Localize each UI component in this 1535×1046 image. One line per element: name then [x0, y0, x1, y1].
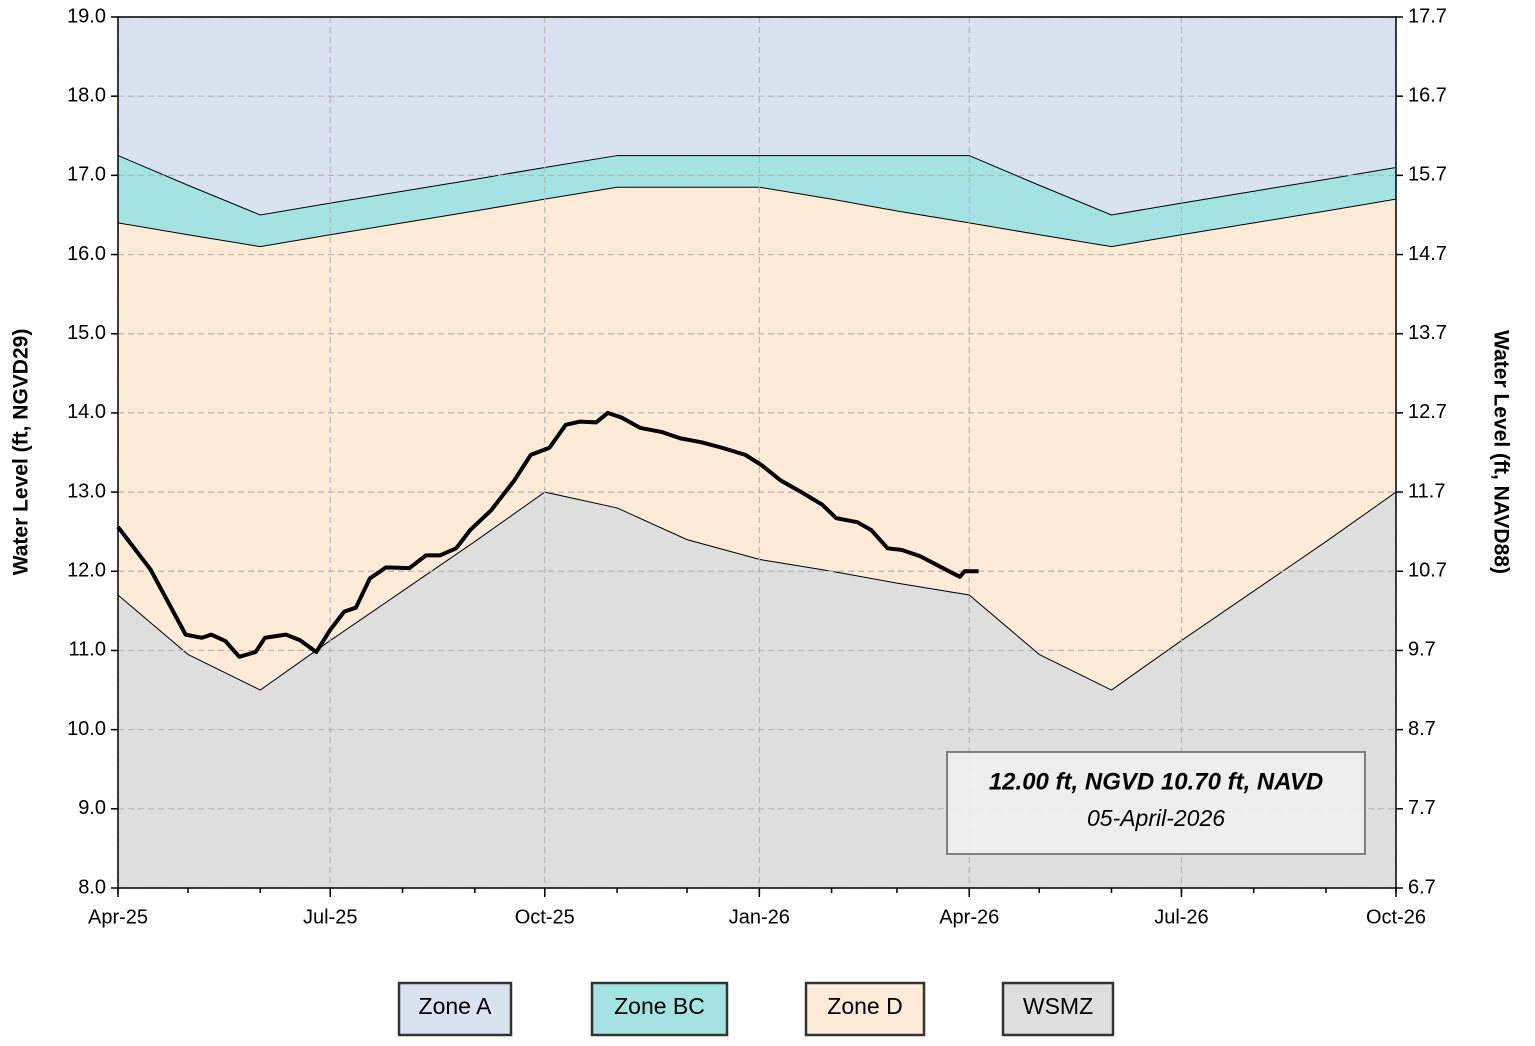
y2-tick-label: 10.7 — [1408, 560, 1447, 582]
y2-tick-label: 13.7 — [1408, 322, 1447, 344]
legend-label: Zone A — [419, 993, 493, 1019]
y-tick-label: 12.0 — [67, 560, 106, 582]
y-tick-label: 8.0 — [78, 876, 106, 898]
legend-label: WSMZ — [1023, 993, 1093, 1019]
legend-swatch — [397, 981, 513, 1037]
x-tick-label: Apr-25 — [88, 906, 148, 928]
zone-boundary — [117, 155, 1397, 216]
legend-label: Zone BC — [614, 993, 705, 1019]
annotation-value: 12.00 ft, NGVD 10.70 ft, NAVD — [989, 768, 1323, 795]
y-axis-label: Water Level (ft, NGVD29) — [10, 329, 33, 576]
y-tick-label: 17.0 — [67, 164, 106, 186]
x-tick-label: Oct-26 — [1366, 906, 1426, 928]
y-tick-label: 9.0 — [78, 797, 106, 819]
y2-tick-label: 14.7 — [1408, 243, 1447, 265]
y-tick-label: 15.0 — [67, 322, 106, 344]
x-tick-label: Jan-26 — [729, 906, 790, 928]
y2-tick-label: 6.7 — [1408, 876, 1436, 898]
annotation-date: 05-April-2026 — [1087, 805, 1225, 831]
x-tick-label: Apr-26 — [939, 906, 999, 928]
y-tick-label: 10.0 — [67, 718, 106, 740]
y2-tick-label: 11.7 — [1408, 480, 1445, 502]
legend-swatch — [590, 981, 729, 1037]
y2-tick-label: 7.7 — [1408, 797, 1436, 819]
y2-tick-label: 8.7 — [1408, 718, 1436, 740]
water-level-line — [116, 410, 979, 659]
y2-tick-label: 17.7 — [1408, 5, 1447, 27]
legend-label: Zone D — [827, 993, 902, 1019]
y2-tick-label: 16.7 — [1408, 84, 1447, 106]
x-tick-label: Jul-26 — [1154, 906, 1208, 928]
y-tick-label: 16.0 — [67, 243, 106, 265]
annotation-box — [946, 751, 1366, 855]
plot-frame — [117, 16, 1397, 889]
y2-tick-label: 15.7 — [1408, 164, 1447, 186]
legend-swatch — [804, 981, 926, 1037]
y-tick-label: 11.0 — [69, 639, 106, 661]
y2-axis-label: Water Level (ft, NAVD88) — [1489, 330, 1512, 574]
y2-tick-label: 12.7 — [1408, 401, 1447, 423]
y-tick-label: 19.0 — [67, 5, 106, 27]
y-tick-label: 13.0 — [67, 480, 106, 502]
y2-tick-label: 9.7 — [1408, 639, 1436, 661]
y-tick-label: 18.0 — [67, 84, 106, 106]
x-tick-label: Oct-25 — [515, 906, 575, 928]
legend-swatch — [1001, 981, 1115, 1037]
x-tick-label: Jul-25 — [303, 906, 357, 928]
y-tick-label: 14.0 — [67, 401, 106, 423]
